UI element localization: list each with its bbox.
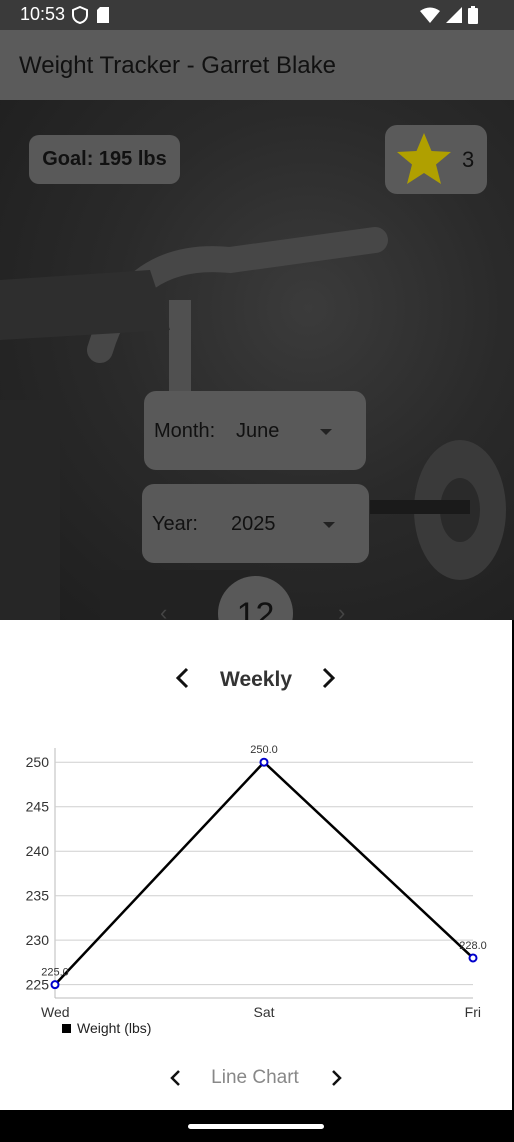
- app-title: Weight Tracker - Garret Blake: [19, 52, 336, 79]
- chevron-right-icon[interactable]: [328, 1068, 344, 1088]
- chevron-right-icon[interactable]: [318, 666, 338, 690]
- weight-line-chart: 225 230 235 240 245 250 Wed Sat Fri 225.0 250.0 228…: [26, 744, 487, 1020]
- data-point: [468, 953, 478, 963]
- system-nav-bar: [0, 1110, 514, 1142]
- status-bar: 10:53: [0, 0, 514, 30]
- y-tick-label: 230: [26, 932, 50, 948]
- goal-label: Goal: 195 lbs: [42, 148, 167, 170]
- chevron-down-icon: [320, 429, 332, 435]
- shield-icon: [72, 6, 88, 24]
- period-nav: Weekly: [0, 662, 512, 698]
- y-tick-label: 240: [26, 843, 50, 859]
- day-number: 12: [236, 596, 275, 620]
- data-label: 250.0: [250, 744, 278, 756]
- day-prev-icon[interactable]: ‹: [160, 600, 168, 620]
- chevron-down-icon: [323, 522, 335, 528]
- year-label: Year:: [152, 513, 198, 535]
- data-label: 225.0: [41, 967, 69, 979]
- year-value: 2025: [231, 513, 276, 535]
- battery-icon: [468, 6, 478, 24]
- gym-equipment-image: [0, 227, 506, 620]
- chart-legend: Weight (lbs): [62, 1020, 151, 1036]
- x-tick-label: Sat: [253, 1004, 274, 1020]
- chevron-left-icon[interactable]: [173, 666, 193, 690]
- series-line-weight: [54, 760, 474, 986]
- x-tick-label: Fri: [465, 1004, 481, 1020]
- streak-count: 3: [462, 147, 475, 172]
- day-next-icon[interactable]: ›: [338, 600, 346, 620]
- data-point: [259, 757, 269, 767]
- goal-badge: Goal: 195 lbs: [29, 135, 180, 184]
- month-dropdown[interactable]: Month: June: [144, 391, 366, 470]
- streak-badge[interactable]: 3: [385, 125, 487, 194]
- x-tick-label: Wed: [41, 1004, 70, 1020]
- month-label: Month:: [154, 420, 216, 442]
- legend-label: Weight (lbs): [77, 1020, 152, 1036]
- y-tick-label: 250: [26, 754, 50, 770]
- chart-type-nav: Line Chart: [0, 1064, 512, 1094]
- home-handle[interactable]: [188, 1124, 324, 1129]
- wifi-icon: [420, 7, 440, 23]
- sd-card-icon: [97, 7, 109, 23]
- y-tick-label: 235: [26, 888, 50, 904]
- signal-icon: [446, 7, 462, 23]
- period-label: Weekly: [220, 668, 292, 691]
- app-bar: Weight Tracker - Garret Blake: [0, 30, 514, 100]
- legend-swatch: [62, 1023, 71, 1033]
- month-value: June: [236, 420, 280, 442]
- y-tick-label: 245: [26, 799, 50, 815]
- year-dropdown[interactable]: Year: 2025: [142, 484, 369, 563]
- status-time: 10:53: [20, 4, 66, 24]
- data-point: [50, 980, 60, 990]
- data-label: 228.0: [459, 940, 487, 952]
- chart-sheet: Weekly 225 230 235 240 245 250 Wed Sat Fri 225.0 2…: [0, 620, 512, 1110]
- chart-type-label: Line Chart: [211, 1067, 299, 1088]
- background-image-area: Goal: 195 lbs 3 Month: June Year: 2025 ‹…: [0, 100, 514, 620]
- y-tick-label: 225: [26, 977, 50, 993]
- star-icon: [397, 133, 451, 184]
- chevron-left-icon[interactable]: [168, 1068, 184, 1088]
